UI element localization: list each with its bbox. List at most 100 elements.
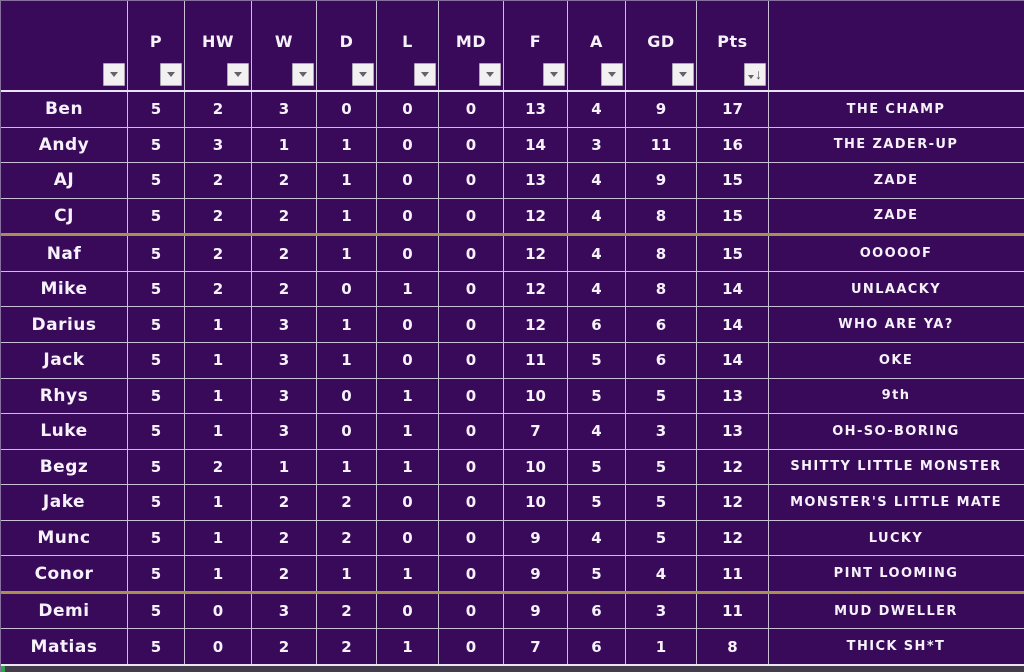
stat-cell-p[interactable]: 5 <box>128 92 185 127</box>
stat-cell-d[interactable]: 1 <box>317 236 377 271</box>
stat-cell-md[interactable]: 0 <box>439 271 504 307</box>
stat-cell-a[interactable]: 5 <box>568 556 626 591</box>
stat-cell-p[interactable]: 5 <box>128 342 185 378</box>
player-name-cell[interactable]: Darius <box>1 307 128 342</box>
nickname-cell[interactable]: LUCKY <box>868 530 924 546</box>
filter-button-d[interactable] <box>352 63 374 86</box>
stat-cell-w[interactable]: 2 <box>252 629 317 664</box>
stat-cell-hw[interactable]: 1 <box>185 556 252 591</box>
stat-cell-hw[interactable]: 1 <box>185 307 252 342</box>
stat-cell-gd[interactable]: 6 <box>626 342 697 378</box>
stat-cell-pts[interactable]: 11 <box>697 556 769 591</box>
stat-cell-gd[interactable]: 5 <box>626 378 697 414</box>
player-name-cell[interactable]: AJ <box>1 163 128 198</box>
stat-cell-md[interactable]: 0 <box>439 307 504 342</box>
stat-cell-hw[interactable]: 1 <box>185 342 252 378</box>
stat-cell-l[interactable]: 1 <box>377 556 439 591</box>
stat-cell-f[interactable]: 10 <box>504 449 568 485</box>
nickname-cell[interactable]: SHITTY LITTLE MONSTER <box>790 459 1002 475</box>
stat-cell-f[interactable]: 13 <box>504 92 568 127</box>
filter-button-w[interactable] <box>292 63 314 86</box>
stat-cell-p[interactable]: 5 <box>128 127 185 163</box>
stat-cell-l[interactable]: 1 <box>377 629 439 664</box>
stat-cell-d[interactable]: 2 <box>317 520 377 556</box>
stat-cell-a[interactable]: 3 <box>568 127 626 163</box>
stat-cell-pts[interactable]: 12 <box>697 485 769 520</box>
stat-cell-gd[interactable]: 9 <box>626 163 697 198</box>
filter-button-l[interactable] <box>414 63 436 86</box>
stat-cell-hw[interactable]: 2 <box>185 271 252 307</box>
player-name-cell[interactable]: Naf <box>1 236 128 271</box>
stat-cell-md[interactable]: 0 <box>439 520 504 556</box>
stat-cell-l[interactable]: 0 <box>377 485 439 520</box>
stat-cell-pts[interactable]: 15 <box>697 163 769 198</box>
stat-cell-pts[interactable]: 14 <box>697 271 769 307</box>
stat-cell-l[interactable]: 0 <box>377 307 439 342</box>
stat-cell-a[interactable]: 4 <box>568 414 626 449</box>
stat-cell-d[interactable]: 2 <box>317 629 377 664</box>
stat-cell-d[interactable]: 1 <box>317 342 377 378</box>
nickname-cell[interactable]: OOOOOF <box>859 246 933 262</box>
nickname-cell[interactable]: MONSTER'S LITTLE MATE <box>790 494 1002 510</box>
stat-cell-gd[interactable]: 8 <box>626 271 697 307</box>
filter-button-md[interactable] <box>479 63 501 86</box>
stat-cell-hw[interactable]: 2 <box>185 198 252 234</box>
stat-cell-p[interactable]: 5 <box>128 198 185 234</box>
stat-cell-gd[interactable]: 8 <box>626 198 697 234</box>
stat-cell-gd[interactable]: 5 <box>626 485 697 520</box>
nickname-cell[interactable]: ZADE <box>873 172 919 188</box>
stat-cell-pts[interactable]: 15 <box>697 236 769 271</box>
stat-cell-md[interactable]: 0 <box>439 556 504 591</box>
stat-cell-pts[interactable]: 14 <box>697 342 769 378</box>
stat-cell-hw[interactable]: 1 <box>185 520 252 556</box>
stat-cell-pts[interactable]: 15 <box>697 198 769 234</box>
stat-cell-gd[interactable]: 5 <box>626 449 697 485</box>
stat-cell-f[interactable]: 7 <box>504 414 568 449</box>
stat-cell-gd[interactable]: 3 <box>626 593 697 629</box>
filter-button-pts[interactable]: ↓ <box>744 63 766 86</box>
stat-cell-w[interactable]: 2 <box>252 556 317 591</box>
stat-cell-gd[interactable]: 9 <box>626 92 697 127</box>
stat-cell-pts[interactable]: 12 <box>697 449 769 485</box>
stat-cell-w[interactable]: 3 <box>252 593 317 629</box>
nickname-cell[interactable]: THE ZADER-UP <box>833 137 959 153</box>
column-header-p[interactable]: P <box>128 1 185 90</box>
stat-cell-md[interactable]: 0 <box>439 378 504 414</box>
stat-cell-l[interactable]: 1 <box>377 271 439 307</box>
column-header-pts[interactable]: Pts ↓ <box>697 1 769 90</box>
stat-cell-d[interactable]: 0 <box>317 378 377 414</box>
stat-cell-a[interactable]: 6 <box>568 307 626 342</box>
stat-cell-f[interactable]: 7 <box>504 629 568 664</box>
stat-cell-p[interactable]: 5 <box>128 236 185 271</box>
stat-cell-f[interactable]: 9 <box>504 593 568 629</box>
stat-cell-pts[interactable]: 11 <box>697 593 769 629</box>
stat-cell-a[interactable]: 6 <box>568 593 626 629</box>
stat-cell-pts[interactable]: 17 <box>697 92 769 127</box>
stat-cell-a[interactable]: 4 <box>568 236 626 271</box>
stat-cell-l[interactable]: 0 <box>377 236 439 271</box>
stat-cell-md[interactable]: 0 <box>439 414 504 449</box>
stat-cell-d[interactable]: 1 <box>317 127 377 163</box>
stat-cell-md[interactable]: 0 <box>439 342 504 378</box>
nickname-cell[interactable]: THE CHAMP <box>846 101 946 117</box>
stat-cell-f[interactable]: 11 <box>504 342 568 378</box>
stat-cell-pts[interactable]: 13 <box>697 414 769 449</box>
stat-cell-w[interactable]: 2 <box>252 485 317 520</box>
stat-cell-md[interactable]: 0 <box>439 127 504 163</box>
filter-button-gd[interactable] <box>672 63 694 86</box>
player-name-cell[interactable]: Conor <box>1 556 128 591</box>
player-name-cell[interactable]: Matias <box>1 629 128 664</box>
nickname-cell[interactable]: OKE <box>878 352 914 368</box>
stat-cell-md[interactable]: 0 <box>439 198 504 234</box>
stat-cell-l[interactable]: 0 <box>377 520 439 556</box>
column-header-f[interactable]: F <box>504 1 568 90</box>
stat-cell-pts[interactable]: 16 <box>697 127 769 163</box>
nickname-cell[interactable]: PINT LOOMING <box>833 566 959 582</box>
filter-button-name[interactable] <box>103 63 125 86</box>
stat-cell-pts[interactable]: 13 <box>697 378 769 414</box>
stat-cell-w[interactable]: 3 <box>252 307 317 342</box>
stat-cell-w[interactable]: 1 <box>252 449 317 485</box>
stat-cell-gd[interactable]: 4 <box>626 556 697 591</box>
stat-cell-w[interactable]: 1 <box>252 127 317 163</box>
stat-cell-d[interactable]: 2 <box>317 593 377 629</box>
